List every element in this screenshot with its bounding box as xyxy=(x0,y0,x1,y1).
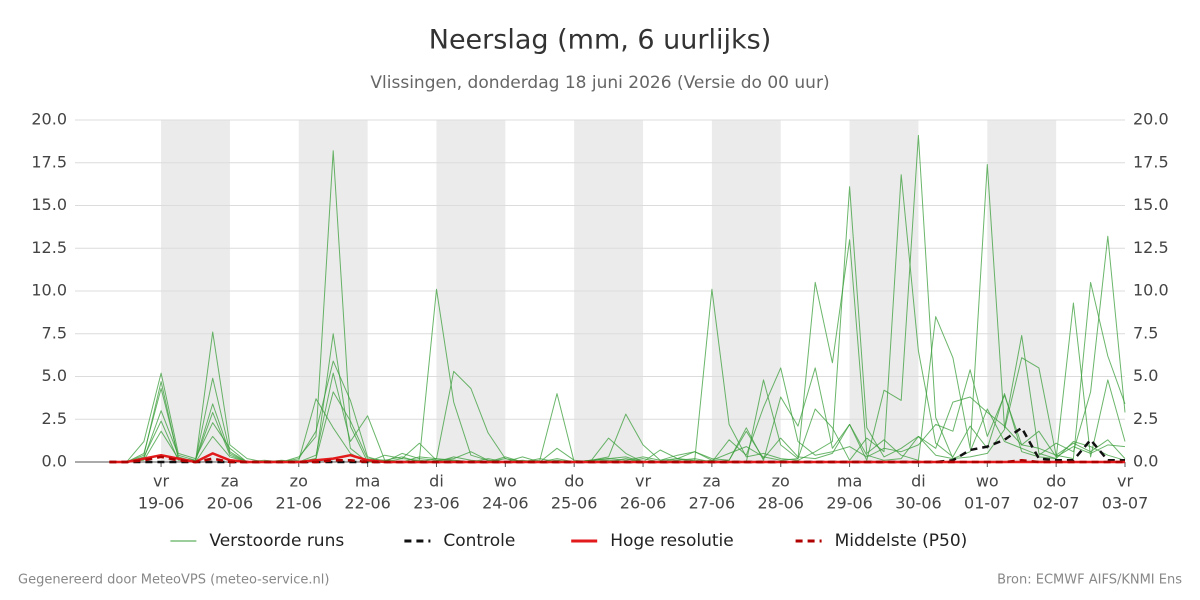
x-tick-label: 24-06 xyxy=(482,494,529,513)
x-tick-weekday: vr xyxy=(1117,472,1133,491)
y2-tick-label: 7.5 xyxy=(1133,323,1158,342)
legend-label: Verstoorde runs xyxy=(209,531,344,551)
x-tick-label: 19-06 xyxy=(138,494,185,513)
y-tick-label: 20.0 xyxy=(31,110,67,129)
chart-title: Neerslag (mm, 6 uurlijks) xyxy=(429,25,771,56)
x-tick-weekday: za xyxy=(221,472,239,491)
x-tick-label: 20-06 xyxy=(207,494,254,513)
x-tick-label: 28-06 xyxy=(757,494,804,513)
x-tick-weekday: zo xyxy=(290,472,308,491)
y-tick-label: 10.0 xyxy=(31,281,67,300)
x-tick-label: 22-06 xyxy=(344,494,391,513)
y-tick-label: 0.0 xyxy=(42,452,67,471)
y-tick-label: 2.5 xyxy=(42,409,67,428)
y2-tick-label: 5.0 xyxy=(1133,366,1158,385)
y2-tick-label: 2.5 xyxy=(1133,409,1158,428)
series-line xyxy=(109,455,1125,464)
y2-tick-label: 10.0 xyxy=(1133,281,1169,300)
x-tick-label: 01-07 xyxy=(964,494,1011,513)
y-tick-label: 5.0 xyxy=(42,366,67,385)
x-tick-label: 21-06 xyxy=(276,494,323,513)
x-tick-weekday: ma xyxy=(355,472,380,491)
y2-tick-label: 15.0 xyxy=(1133,195,1169,214)
x-tick-label: 29-06 xyxy=(826,494,873,513)
x-tick-weekday: wo xyxy=(494,472,517,491)
y-tick-label: 12.5 xyxy=(31,238,67,257)
x-tick-label: 26-06 xyxy=(620,494,667,513)
x-tick-label: 30-06 xyxy=(895,494,942,513)
chart-subtitle: Vlissingen, donderdag 18 juni 2026 (Vers… xyxy=(370,73,829,93)
legend-label: Controle xyxy=(443,531,515,551)
y2-tick-label: 17.5 xyxy=(1133,152,1169,171)
x-tick-weekday: do xyxy=(564,472,584,491)
footer-right: Bron: ECMWF AIFS/KNMI Ens xyxy=(997,573,1182,588)
footer-left: Gegenereerd door MeteoVPS (meteo-service… xyxy=(18,573,329,588)
x-tick-label: 03-07 xyxy=(1102,494,1149,513)
x-tick-weekday: di xyxy=(429,472,444,491)
x-tick-label: 27-06 xyxy=(689,494,736,513)
legend-label: Hoge resolutie xyxy=(610,531,734,551)
y-tick-label: 17.5 xyxy=(31,152,67,171)
y2-tick-label: 0.0 xyxy=(1133,452,1158,471)
y-tick-label: 7.5 xyxy=(42,323,67,342)
x-tick-label: 23-06 xyxy=(413,494,460,513)
x-tick-weekday: zo xyxy=(772,472,790,491)
y2-tick-label: 12.5 xyxy=(1133,238,1169,257)
x-tick-weekday: wo xyxy=(976,472,999,491)
legend-label: Middelste (P50) xyxy=(835,531,968,551)
x-tick-weekday: vr xyxy=(635,472,651,491)
x-tick-label: 02-07 xyxy=(1033,494,1080,513)
y-tick-label: 15.0 xyxy=(31,195,67,214)
x-tick-weekday: za xyxy=(703,472,721,491)
x-tick-weekday: ma xyxy=(837,472,862,491)
x-tick-label: 25-06 xyxy=(551,494,598,513)
y2-tick-label: 20.0 xyxy=(1133,110,1169,129)
x-tick-weekday: do xyxy=(1046,472,1066,491)
x-tick-weekday: vr xyxy=(153,472,169,491)
x-tick-weekday: di xyxy=(911,472,926,491)
